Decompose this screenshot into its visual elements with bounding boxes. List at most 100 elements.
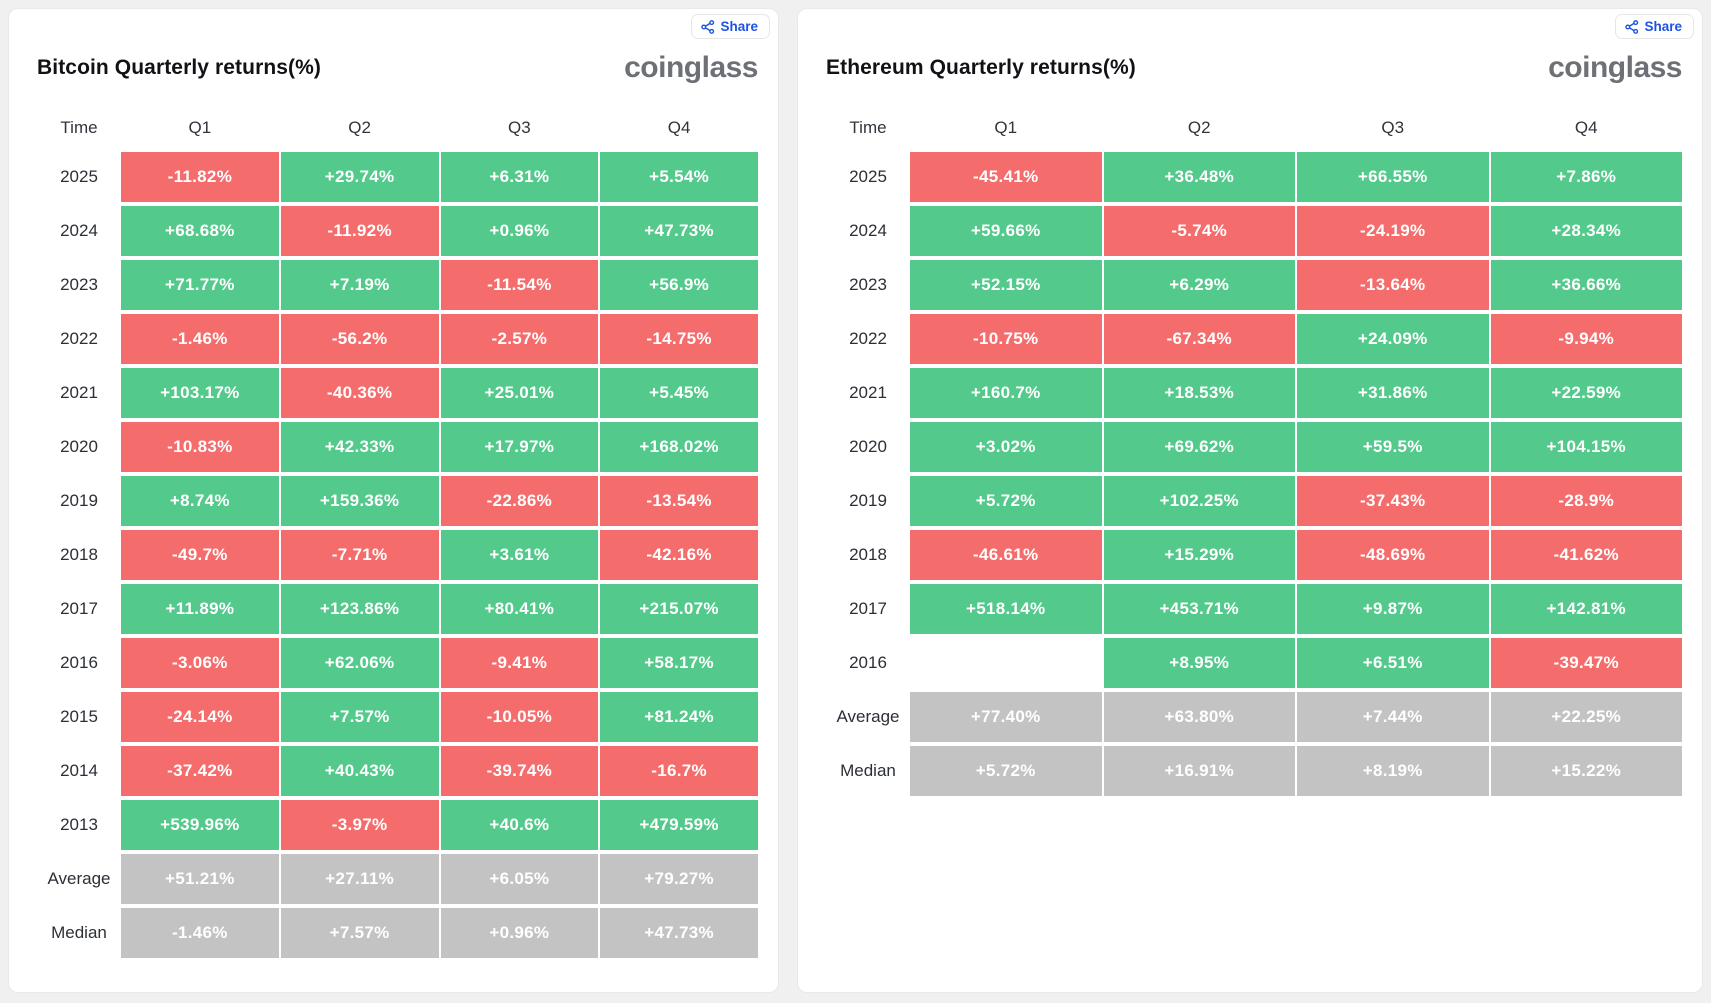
return-cell: -37.43% bbox=[1297, 476, 1489, 526]
return-cell: +159.36% bbox=[280, 476, 439, 526]
return-cell: -9.41% bbox=[440, 638, 599, 688]
return-cell: +8.19% bbox=[1297, 746, 1489, 796]
return-cell: -14.75% bbox=[600, 314, 758, 364]
column-header: Q2 bbox=[348, 118, 371, 137]
return-cell: -3.06% bbox=[121, 638, 279, 688]
return-cell: +51.21% bbox=[121, 854, 279, 904]
row-label: 2021 bbox=[60, 383, 98, 402]
return-cell: +7.19% bbox=[280, 260, 439, 310]
return-cell: +453.71% bbox=[1103, 584, 1295, 634]
return-cell: -40.36% bbox=[280, 368, 439, 418]
share-icon bbox=[1625, 19, 1639, 34]
return-cell: +5.72% bbox=[910, 476, 1102, 526]
return-cell: +6.05% bbox=[440, 854, 599, 904]
return-cell: +15.29% bbox=[1103, 530, 1295, 580]
return-cell: -9.94% bbox=[1490, 314, 1682, 364]
return-cell: +52.15% bbox=[910, 260, 1102, 310]
table-body: 2025 -45.41% +36.48% +66.55% +7.86% 2024 +59.6… bbox=[828, 152, 1682, 796]
return-cell: +168.02% bbox=[600, 422, 758, 472]
return-cell: +22.25% bbox=[1490, 692, 1682, 742]
return-cell: +47.73% bbox=[600, 908, 758, 958]
row-label: 2017 bbox=[60, 599, 98, 618]
row-label: 2017 bbox=[849, 599, 887, 618]
return-cell: +142.81% bbox=[1490, 584, 1682, 634]
return-cell: -37.42% bbox=[121, 746, 279, 796]
return-cell: +11.89% bbox=[121, 584, 279, 634]
return-cell: -45.41% bbox=[910, 152, 1102, 202]
return-cell: +80.41% bbox=[440, 584, 599, 634]
return-cell: +59.5% bbox=[1297, 422, 1489, 472]
return-cell: +8.95% bbox=[1103, 638, 1295, 688]
return-cell: +104.15% bbox=[1490, 422, 1682, 472]
column-header: Time bbox=[849, 118, 887, 137]
row-label: 2024 bbox=[60, 221, 98, 240]
return-cell: +59.66% bbox=[910, 206, 1102, 256]
row-label: 2019 bbox=[60, 491, 98, 510]
return-cell: +22.59% bbox=[1490, 368, 1682, 418]
return-cell: +66.55% bbox=[1297, 152, 1489, 202]
return-cell: -10.05% bbox=[440, 692, 599, 742]
row-label: 2024 bbox=[849, 221, 887, 240]
return-cell: +7.57% bbox=[280, 908, 439, 958]
row-label: 2016 bbox=[60, 653, 98, 672]
return-cell: +58.17% bbox=[600, 638, 758, 688]
return-cell: -39.47% bbox=[1490, 638, 1682, 688]
panel-header: Ethereum Quarterly returns(%) coinglass bbox=[826, 51, 1682, 85]
return-cell: +160.7% bbox=[910, 368, 1102, 418]
return-cell: +62.06% bbox=[280, 638, 439, 688]
share-button[interactable]: Share bbox=[1615, 14, 1694, 39]
return-cell: -1.46% bbox=[121, 314, 279, 364]
return-cell: -11.82% bbox=[121, 152, 279, 202]
return-cell: -5.74% bbox=[1103, 206, 1295, 256]
return-cell: +3.02% bbox=[910, 422, 1102, 472]
column-header: Q3 bbox=[1381, 118, 1405, 137]
column-header: Q4 bbox=[667, 118, 691, 137]
return-cell: -16.7% bbox=[600, 746, 758, 796]
row-label: Average bbox=[836, 707, 900, 726]
column-header: Time bbox=[60, 118, 98, 137]
table-body: 2025 -11.82% +29.74% +6.31% +5.54% 2024 +68.68… bbox=[39, 152, 758, 958]
return-cell: +36.48% bbox=[1103, 152, 1295, 202]
return-cell: +42.33% bbox=[280, 422, 439, 472]
return-cell: +3.61% bbox=[440, 530, 599, 580]
return-cell: +36.66% bbox=[1490, 260, 1682, 310]
return-cell: -48.69% bbox=[1297, 530, 1489, 580]
return-cell: -11.92% bbox=[280, 206, 439, 256]
table-header-row: Time Q1 Q2 Q3 Q4 bbox=[828, 117, 1682, 139]
return-cell: +8.74% bbox=[121, 476, 279, 526]
row-label: 2018 bbox=[849, 545, 887, 564]
row-label: 2025 bbox=[849, 167, 887, 186]
return-cell: +68.68% bbox=[121, 206, 279, 256]
row-label: 2020 bbox=[60, 437, 98, 456]
row-label: Median bbox=[51, 923, 107, 942]
ethereum-returns-panel: Share Ethereum Quarterly returns(%) coin… bbox=[797, 8, 1703, 993]
row-label: 2021 bbox=[849, 383, 887, 402]
return-cell: -10.83% bbox=[121, 422, 279, 472]
return-cell: +102.25% bbox=[1103, 476, 1295, 526]
row-label: 2023 bbox=[849, 275, 887, 294]
return-cell: -10.75% bbox=[910, 314, 1102, 364]
row-label: Average bbox=[47, 869, 111, 888]
return-cell: +0.96% bbox=[440, 908, 599, 958]
return-cell: +40.6% bbox=[440, 800, 599, 850]
panel-title: Bitcoin Quarterly returns(%) bbox=[37, 56, 322, 79]
return-cell: +69.62% bbox=[1103, 422, 1295, 472]
return-cell: -39.74% bbox=[440, 746, 599, 796]
bitcoin-returns-panel: Share Bitcoin Quarterly returns(%) coing… bbox=[8, 8, 779, 993]
column-header: Q3 bbox=[508, 118, 531, 137]
return-cell: +17.97% bbox=[440, 422, 599, 472]
row-label: 2019 bbox=[849, 491, 887, 510]
row-label: 2022 bbox=[849, 329, 887, 348]
return-cell: -24.19% bbox=[1297, 206, 1489, 256]
panel-title: Ethereum Quarterly returns(%) bbox=[826, 56, 1136, 79]
share-icon bbox=[701, 19, 715, 34]
return-cell: +7.86% bbox=[1490, 152, 1682, 202]
return-cell: +5.45% bbox=[600, 368, 758, 418]
coinglass-logo: coinglass bbox=[1548, 51, 1682, 84]
row-label: 2018 bbox=[60, 545, 98, 564]
return-cell: +47.73% bbox=[600, 206, 758, 256]
share-button-label: Share bbox=[720, 19, 758, 34]
table-header-row: Time Q1 Q2 Q3 Q4 bbox=[39, 117, 758, 139]
share-button[interactable]: Share bbox=[691, 14, 770, 39]
return-cell: -7.71% bbox=[280, 530, 439, 580]
